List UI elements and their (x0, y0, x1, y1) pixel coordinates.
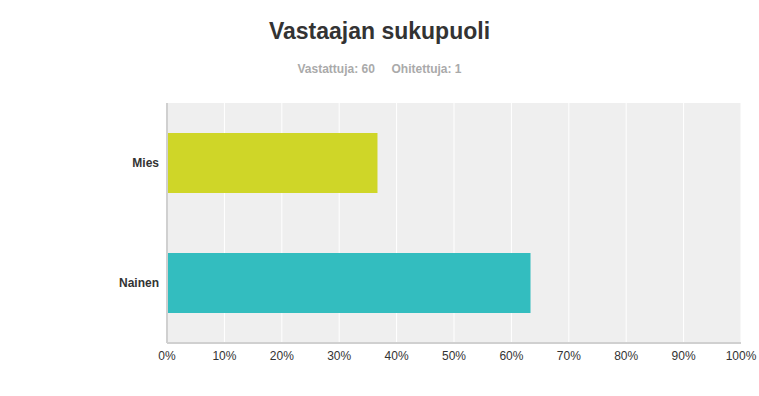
svg-text:70%: 70% (557, 349, 581, 363)
svg-text:Nainen: Nainen (119, 276, 159, 290)
svg-text:50%: 50% (442, 349, 466, 363)
svg-text:10%: 10% (212, 349, 236, 363)
html-text:Vastattuja: 60 Ohitettuja: 1: Vastattuja: 60 Ohitettuja: 1 (297, 62, 462, 76)
svg-text:60%: 60% (499, 349, 523, 363)
html-text:Vastaajan sukupuoli: Vastaajan sukupuoli (268, 18, 491, 44)
svg-text:40%: 40% (385, 349, 409, 363)
svg-text:90%: 90% (672, 349, 696, 363)
svg-text:0%: 0% (158, 349, 176, 363)
svg-text:Mies: Mies (132, 156, 159, 170)
svg-text:20%: 20% (270, 349, 294, 363)
svg-text:100%: 100% (726, 349, 751, 363)
svg-text:80%: 80% (614, 349, 638, 363)
svg-text:30%: 30% (327, 349, 351, 363)
